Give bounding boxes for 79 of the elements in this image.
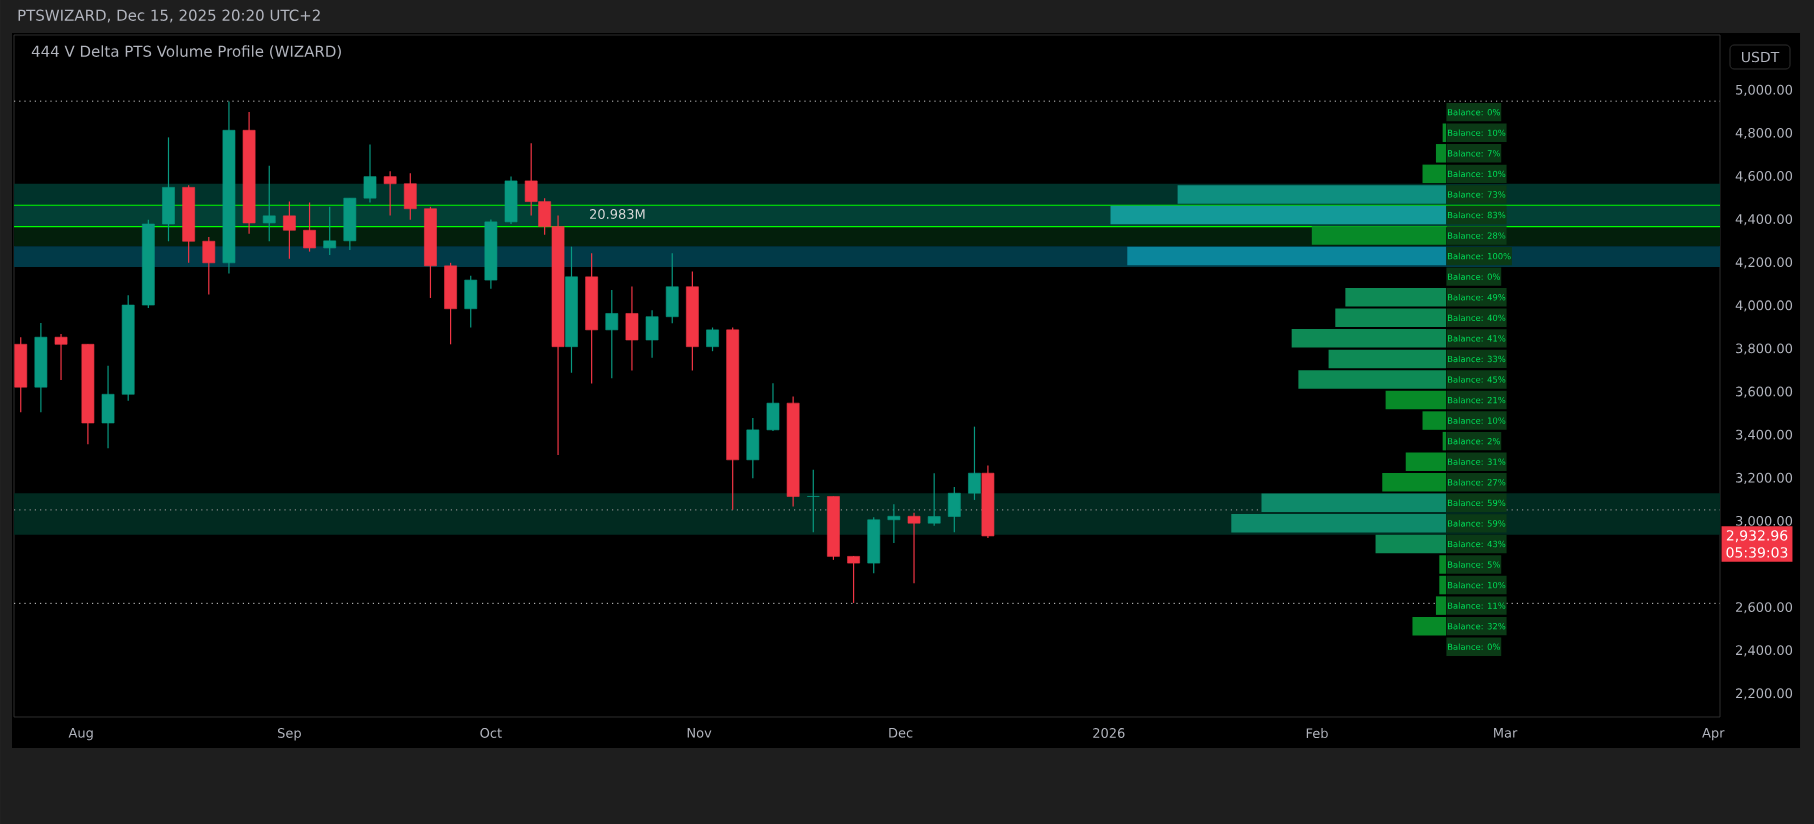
- candlestick: [847, 555, 860, 604]
- y-tick-label: 5,000.00: [1736, 84, 1793, 96]
- y-tick-label: Balance: 31%: [1448, 458, 1506, 465]
- candlestick: [323, 206, 337, 256]
- text: 2,932.96: [1726, 530, 1788, 543]
- y-tick-label: Balance: 28%: [1448, 232, 1506, 239]
- y-tick-label: Balance: 21%: [1448, 396, 1506, 404]
- bar: [1442, 123, 1446, 142]
- bar: [1435, 144, 1446, 163]
- x-tick-label: Dec: [889, 728, 913, 738]
- y-tick-label: Balance: 11%: [1448, 602, 1506, 609]
- y-tick-label: 3,200.00: [1736, 472, 1793, 484]
- x-tick-label: Oct: [480, 728, 502, 738]
- y-tick-label: Balance: 10%: [1448, 129, 1506, 136]
- y-tick-label: 4,600.00: [1735, 171, 1793, 183]
- y-tick-label: Balance: 40%: [1448, 314, 1506, 322]
- annotation: 20.983M: [590, 209, 645, 219]
- candlestick: [262, 165, 276, 242]
- y-tick-label: Balance: 100%: [1448, 252, 1511, 260]
- y-tick-label: 4,400.00: [1735, 214, 1793, 226]
- candlestick: [947, 486, 961, 533]
- y-tick-label: Balance: 10%: [1448, 581, 1506, 589]
- y-tick-label: Balance: 0%: [1448, 273, 1500, 280]
- y-tick-label: 2,200.00: [1736, 688, 1793, 700]
- x-tick-label: Apr: [1702, 728, 1725, 741]
- y-tick-label: Balance: 7%: [1448, 150, 1500, 157]
- bar: [1439, 575, 1446, 595]
- y-tick-label: Balance: 73%: [1448, 191, 1506, 198]
- candlestick: [283, 201, 296, 260]
- y-tick-label: 3,600.00: [1736, 386, 1793, 398]
- candlestick: [383, 170, 397, 216]
- candlestick: [605, 289, 619, 379]
- y-tick-label: Balance: 27%: [1448, 478, 1506, 486]
- y-tick-label: Balance: 10%: [1448, 417, 1506, 424]
- y-tick-label: 2,600.00: [1736, 602, 1793, 614]
- candlestick: [968, 426, 981, 501]
- y-tick-label: 3,800.00: [1736, 343, 1793, 355]
- y-tick-label: Balance: 43%: [1448, 540, 1506, 548]
- y-tick-label: Balance: 45%: [1448, 376, 1506, 383]
- y-tick-label: Balance: 2%: [1448, 437, 1500, 445]
- candlestick: [706, 326, 719, 352]
- y-tick-label: 4,200.00: [1735, 257, 1793, 269]
- y-tick-label: Balance: 83%: [1448, 211, 1506, 219]
- y-tick-label: Balance: 32%: [1448, 622, 1506, 630]
- candlestick: [54, 333, 68, 381]
- y-tick-label: Balance: 59%: [1448, 520, 1506, 527]
- y-tick-label: Balance: 59%: [1448, 499, 1506, 507]
- y-tick-label: Balance: 0%: [1448, 643, 1500, 650]
- text: 444 V Delta PTS Volume Profile (WIZARD): [31, 45, 341, 59]
- bar: [1435, 596, 1446, 615]
- y-tick-label: 2,400.00: [1736, 645, 1793, 657]
- candlestick: [363, 143, 377, 204]
- x-tick-label: Nov: [687, 728, 712, 738]
- candlestick: [927, 472, 941, 527]
- y-tick-label: 4,800.00: [1735, 127, 1793, 140]
- y-tick-label: Balance: 10%: [1448, 170, 1506, 178]
- x-tick-label: 2026: [1093, 728, 1125, 738]
- x-tick-label: Aug: [68, 728, 93, 741]
- text: 05:39:03: [1726, 547, 1788, 558]
- y-tick-label: Balance: 41%: [1448, 335, 1506, 342]
- y-tick-label: Balance: 49%: [1448, 293, 1506, 301]
- text: USDT: [1742, 51, 1780, 63]
- candlestick: [202, 236, 216, 296]
- y-tick-label: 3,000.00: [1736, 515, 1793, 528]
- y-tick-label: Balance: 33%: [1448, 355, 1506, 363]
- candlestick: [645, 309, 659, 359]
- x-tick-label: Mar: [1494, 728, 1518, 738]
- candlestick: [887, 503, 901, 544]
- chart-subtitle: PTSWIZARD, Dec 15, 2025 20:20 UTC+2: [18, 9, 320, 23]
- x-tick-label: Sep: [277, 728, 301, 741]
- bar: [1439, 555, 1446, 574]
- x-tick-label: Feb: [1306, 728, 1328, 739]
- candlestick: [907, 512, 921, 584]
- y-tick-label: 4,000.00: [1735, 300, 1793, 312]
- candlestick: [806, 469, 820, 533]
- y-tick-label: 3,400.00: [1736, 429, 1793, 441]
- y-tick-label: Balance: 5%: [1448, 561, 1500, 568]
- y-tick-label: Balance: 0%: [1448, 108, 1500, 116]
- candlestick: [303, 201, 316, 253]
